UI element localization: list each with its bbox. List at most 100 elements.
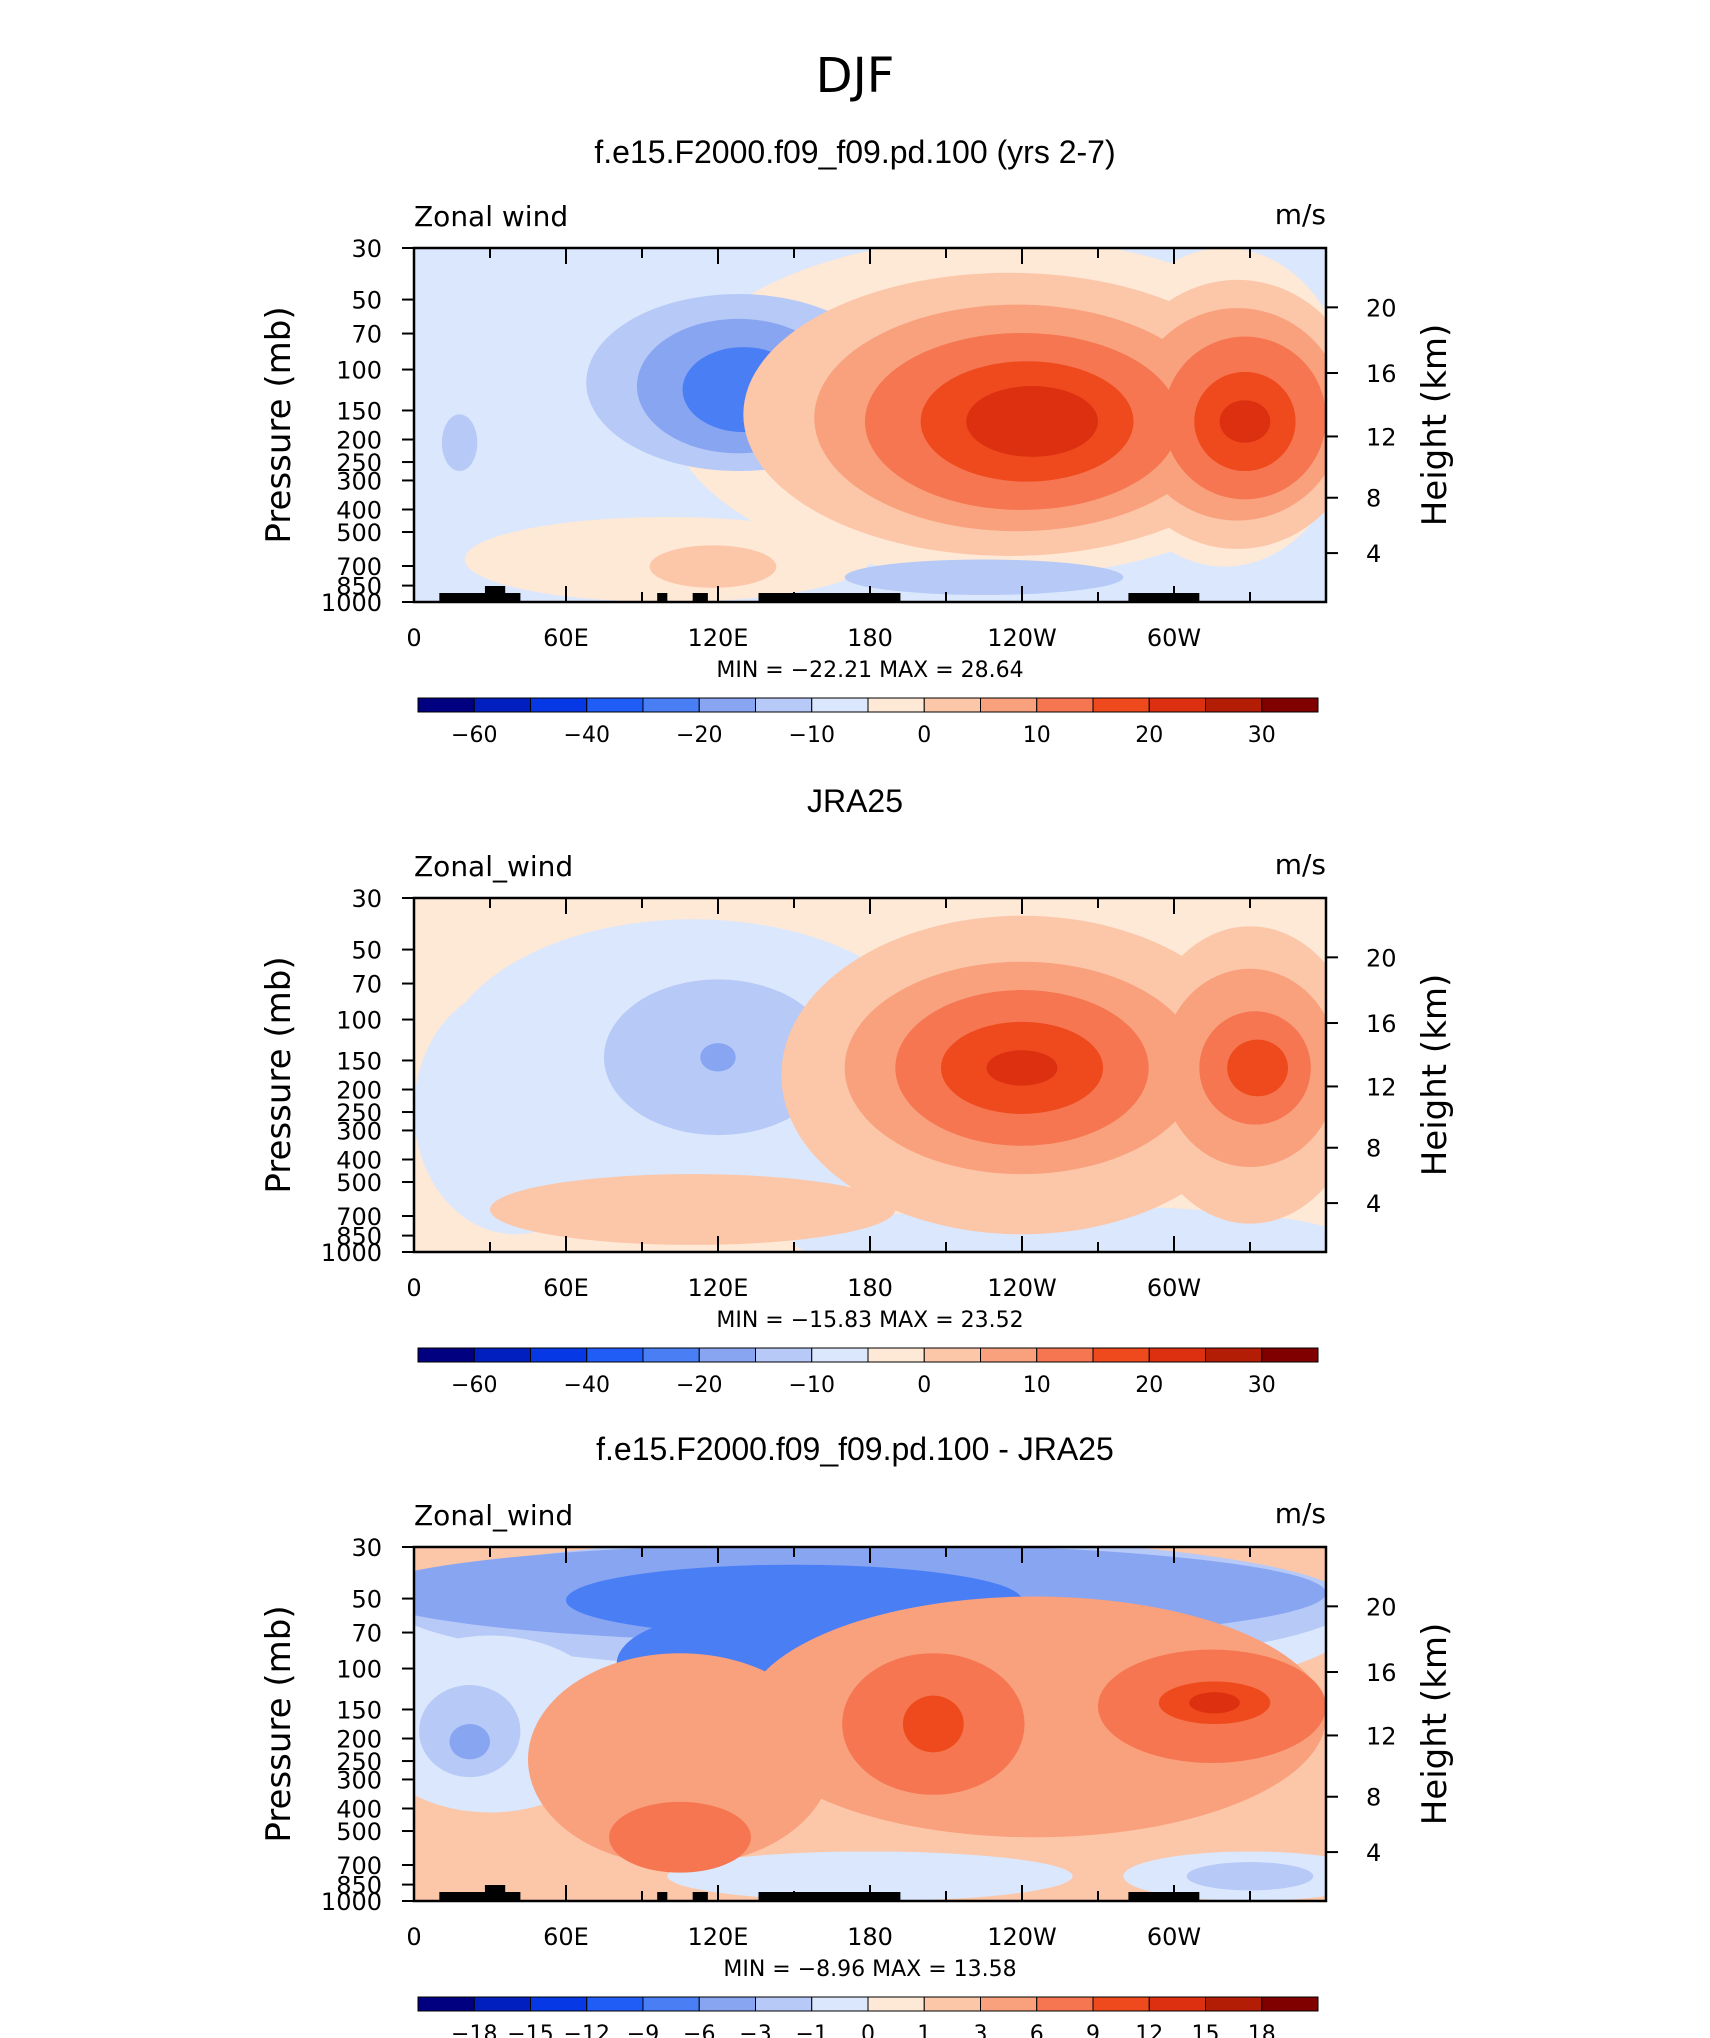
x-tick-label: 0: [406, 1923, 421, 1951]
colorbar-swatch: [698, 697, 756, 713]
suptitle: DJF: [816, 48, 895, 104]
colorbar: −60 −40 −20 −10 0 10 20 30: [417, 1347, 1319, 1398]
colorbar-label: −20: [676, 723, 722, 748]
colorbar-swatch: [1036, 1347, 1094, 1363]
colorbar-label: 1: [917, 2022, 931, 2038]
colorbar-swatch: [980, 1347, 1038, 1363]
x-tick-label: 180: [847, 1923, 893, 1951]
colorbar-label: 30: [1248, 1373, 1276, 1398]
y-axis-label: Pressure (mb): [259, 1605, 299, 1842]
contour-field: [414, 248, 1326, 602]
y2-tick-label: 8: [1366, 485, 1381, 513]
contour-region: [1186, 1862, 1314, 1891]
colorbar-swatch: [923, 1996, 981, 2012]
colorbar-label: −15: [507, 2022, 553, 2038]
min-max-stats: MIN = −15.83 MAX = 23.52: [716, 1308, 1023, 1333]
colorbar-swatch: [586, 1347, 644, 1363]
y-tick-label: 1000: [321, 1888, 382, 1916]
colorbar-swatch: [1261, 1347, 1319, 1363]
topography-mask: [1128, 593, 1200, 602]
colorbar-swatch: [530, 1347, 588, 1363]
y-tick-label: 400: [336, 1795, 382, 1823]
units-label: m/s: [1275, 848, 1326, 881]
y-tick-label: 200: [336, 1726, 382, 1754]
colorbar-swatch: [1261, 1996, 1319, 2012]
colorbar-label: 30: [1248, 723, 1276, 748]
contour-region: [1189, 1692, 1240, 1714]
y-tick-label: 50: [351, 937, 382, 965]
y2-tick-label: 4: [1366, 540, 1381, 568]
topography-mask: [439, 593, 521, 602]
y-tick-label: 250: [336, 1748, 382, 1776]
colorbar-label: −40: [564, 723, 610, 748]
contour-region: [966, 386, 1098, 457]
colorbar-label: 0: [917, 723, 931, 748]
y-tick-label: 850: [336, 1872, 382, 1900]
colorbar-label: 0: [917, 1373, 931, 1398]
colorbar-swatch: [530, 697, 588, 713]
colorbar-swatch: [473, 1996, 531, 2012]
y-tick-label: 100: [336, 1656, 382, 1684]
y2-axis-label: Height (km): [1415, 324, 1455, 527]
colorbar-swatch: [417, 697, 475, 713]
colorbar-label: 3: [974, 2022, 988, 2038]
topography-mask: [758, 1892, 901, 1901]
x-tick-label: 60E: [543, 1923, 589, 1951]
colorbar: −18 −15 −12 −9 −6 −3 −1 0 1 3 6 9 12 15 18: [417, 1996, 1319, 2038]
x-tick-label: 120W: [987, 1923, 1057, 1951]
colorbar-swatch: [755, 1996, 813, 2012]
y-tick-label: 500: [336, 519, 382, 547]
y-axis-label: Pressure (mb): [259, 956, 299, 1193]
colorbar-swatch: [586, 697, 644, 713]
colorbar-swatch: [586, 1996, 644, 2012]
y-tick-label: 70: [351, 321, 382, 349]
y-tick-label: 30: [351, 235, 382, 263]
min-max-stats: MIN = −8.96 MAX = 13.58: [723, 1957, 1016, 1982]
contour-region: [414, 986, 617, 1235]
colorbar-label: −3: [739, 2022, 771, 2038]
x-tick-label: 60W: [1147, 1274, 1201, 1302]
units-label: m/s: [1275, 198, 1326, 231]
colorbar-swatch: [1205, 1347, 1263, 1363]
panel-title: JRA25: [807, 783, 903, 819]
colorbar-swatch: [417, 1347, 475, 1363]
y-tick-label: 300: [336, 1766, 382, 1794]
contour-region: [649, 545, 777, 588]
y-tick-label: 400: [336, 1146, 382, 1174]
left-label: Zonal_wind: [414, 1499, 573, 1532]
y-tick-label: 50: [351, 1586, 382, 1614]
colorbar-swatch: [980, 1996, 1038, 2012]
x-tick-label: 0: [406, 1274, 421, 1302]
colorbar-label: 0: [861, 2022, 875, 2038]
y2-axis-label: Height (km): [1415, 1623, 1455, 1826]
colorbar-swatch: [530, 1996, 588, 2012]
contour-region: [1219, 400, 1271, 443]
colorbar-swatch: [811, 697, 869, 713]
colorbar-label: 20: [1135, 723, 1163, 748]
colorbar-swatch: [923, 697, 981, 713]
colorbar-swatch: [867, 697, 925, 713]
panel-1: f.e15.F2000.f09_f09.pd.100 (yrs 2-7) Zona…: [259, 134, 1455, 748]
left-label: Zonal_wind: [414, 850, 573, 883]
topography-mask: [484, 586, 506, 602]
colorbar-swatch: [417, 1996, 475, 2012]
colorbar-swatch: [755, 1347, 813, 1363]
colorbar-swatch: [1036, 697, 1094, 713]
colorbar-swatch: [642, 1347, 700, 1363]
y-tick-label: 30: [351, 885, 382, 913]
topography-mask: [657, 593, 668, 602]
y-tick-label: 250: [336, 449, 382, 477]
contour-field: [414, 1547, 1326, 1901]
colorbar-label: −40: [564, 1373, 610, 1398]
colorbar-swatch: [1148, 697, 1206, 713]
topography-mask: [1128, 1892, 1200, 1901]
y2-tick-label: 12: [1366, 1073, 1397, 1101]
y-tick-label: 150: [336, 1696, 382, 1724]
topography-mask: [439, 1892, 521, 1901]
colorbar-swatch: [473, 697, 531, 713]
colorbar-label: 10: [1023, 723, 1051, 748]
colorbar-label: 15: [1192, 2022, 1220, 2038]
colorbar-swatch: [1205, 697, 1263, 713]
y-axis-label: Pressure (mb): [259, 306, 299, 543]
y-tick-label: 500: [336, 1818, 382, 1846]
